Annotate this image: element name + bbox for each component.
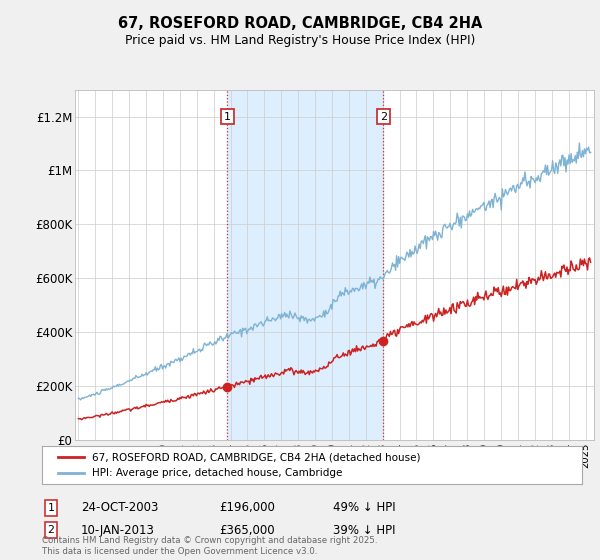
Text: Price paid vs. HM Land Registry's House Price Index (HPI): Price paid vs. HM Land Registry's House … xyxy=(125,34,475,46)
Text: 24-OCT-2003: 24-OCT-2003 xyxy=(81,501,158,515)
Text: 67, ROSEFORD ROAD, CAMBRIDGE, CB4 2HA: 67, ROSEFORD ROAD, CAMBRIDGE, CB4 2HA xyxy=(118,16,482,31)
Text: 2: 2 xyxy=(47,525,55,535)
Bar xyxy=(227,90,383,440)
Text: 10-JAN-2013: 10-JAN-2013 xyxy=(81,524,155,537)
Text: 1: 1 xyxy=(224,111,231,122)
Text: 2: 2 xyxy=(380,111,387,122)
Text: 39% ↓ HPI: 39% ↓ HPI xyxy=(333,524,395,537)
Text: Contains HM Land Registry data © Crown copyright and database right 2025.
This d: Contains HM Land Registry data © Crown c… xyxy=(42,536,377,556)
Text: 49% ↓ HPI: 49% ↓ HPI xyxy=(333,501,395,515)
Legend: 67, ROSEFORD ROAD, CAMBRIDGE, CB4 2HA (detached house), HPI: Average price, deta: 67, ROSEFORD ROAD, CAMBRIDGE, CB4 2HA (d… xyxy=(53,447,426,483)
Text: 1: 1 xyxy=(47,503,55,513)
Text: £196,000: £196,000 xyxy=(219,501,275,515)
Text: £365,000: £365,000 xyxy=(219,524,275,537)
